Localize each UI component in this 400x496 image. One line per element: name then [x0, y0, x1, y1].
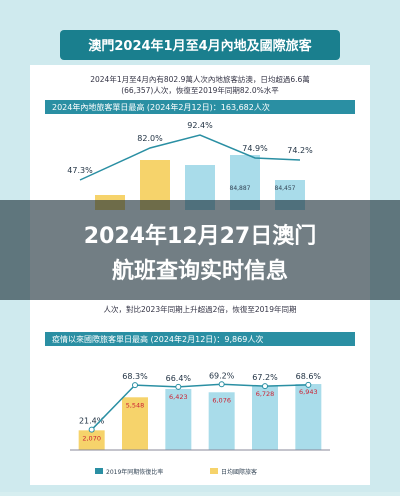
bar [165, 388, 192, 450]
legend-swatch [95, 468, 103, 474]
value-label: 6,728 [256, 390, 275, 398]
summary: 2024年1月至4月內有802.9萬人次內地旅客訪澳，日均超過6.6萬 [90, 74, 310, 84]
value-label: 6,076 [212, 396, 231, 404]
overlay-title: 2024年12月27日澳门 [84, 223, 316, 249]
bar [295, 384, 322, 450]
overlay [0, 200, 400, 300]
rate-label: 66.4% [166, 374, 192, 383]
rate-label: 47.3% [67, 166, 93, 175]
rate-point [175, 383, 182, 390]
rate-label: 21.4% [79, 417, 105, 426]
rate-point [88, 426, 95, 433]
summary: 人次，對比2023年同期上升超過2倍，恢復至2019年同期 [104, 304, 297, 314]
bar [252, 386, 278, 450]
peak-bar [45, 332, 355, 346]
overlay-title: 航班查询实时信息 [112, 258, 288, 284]
peak-bar [45, 100, 355, 114]
bar [78, 430, 105, 450]
peak-text: 疫情以來國際旅客單日最高 (2024年2月12日)：9,869人次 [52, 334, 263, 344]
peak-text: 2024年內地旅客單日最高 (2024年2月12日)：163,682人次 [52, 102, 270, 112]
value-label: 5,548 [126, 401, 145, 409]
rate-line [91, 383, 309, 431]
rate-label: 82.0% [137, 134, 163, 143]
rate-point [262, 383, 268, 390]
banner [60, 30, 340, 60]
legend-swatch [210, 468, 218, 474]
legend-label: 2019年同期恢復比率 [106, 468, 163, 476]
rate-label: 67.2% [252, 373, 278, 382]
rate-point [305, 381, 312, 388]
rate-label: 92.4% [187, 121, 213, 130]
summary: (66,357)人次，恢復至2019年同期82.0%水平 [121, 85, 279, 95]
rate-point [218, 381, 225, 388]
rate-label: 68.6% [296, 372, 322, 381]
rate-label: 74.2% [287, 146, 313, 155]
rate-line [79, 134, 301, 181]
bar [208, 392, 235, 450]
rate-label: 69.2% [209, 371, 235, 380]
rate-label: 74.9% [242, 144, 268, 153]
value-label: 2,070 [82, 434, 101, 442]
value-label: 6,423 [169, 393, 188, 401]
bar-label: 84,457 [275, 185, 296, 192]
bar-label: 84,887 [230, 185, 251, 192]
value-label: 6,943 [299, 388, 318, 396]
legend-label: 日均國際旅客 [221, 468, 257, 476]
bar [122, 397, 148, 450]
rate-label: 68.3% [122, 372, 148, 381]
banner-title: 澳門2024年1月至4月內地及國際旅客 [88, 38, 312, 54]
rate-point [132, 382, 138, 389]
